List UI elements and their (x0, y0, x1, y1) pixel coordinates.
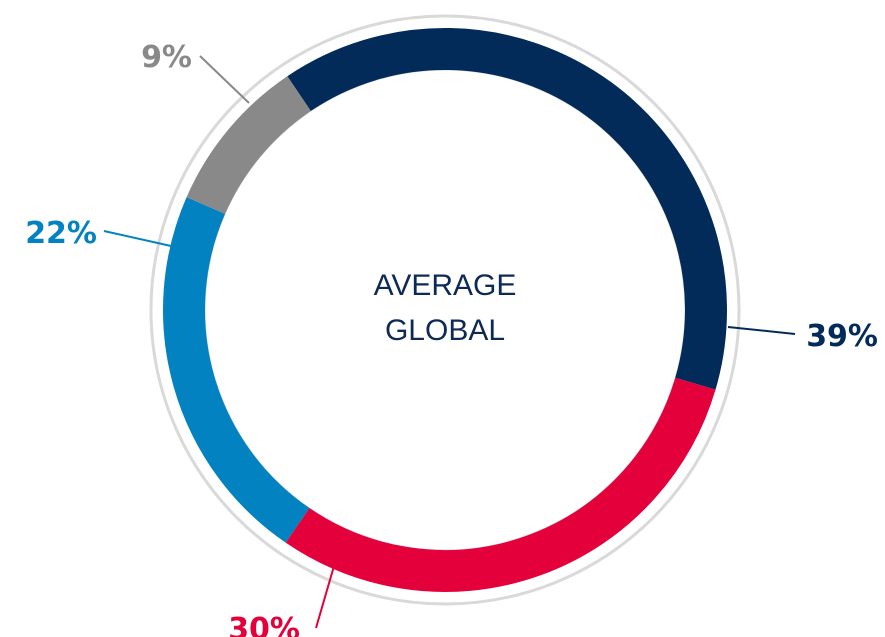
value-label-3: 22% (25, 216, 97, 251)
value-label-4: 9% (141, 40, 192, 75)
donut-slice-4 (186, 76, 312, 215)
donut-slices (163, 28, 727, 592)
leader-line-2 (315, 541, 342, 629)
leader-lines (103, 55, 796, 629)
value-labels: 39% 30% 22% 9% (25, 40, 878, 637)
value-label-1: 39% (806, 319, 878, 354)
inner-ring (202, 67, 688, 553)
leader-line-4 (199, 55, 250, 104)
center-label-line-2: GLOBAL (385, 314, 505, 347)
value-label-2: 30% (228, 612, 300, 637)
leader-line-1 (727, 326, 796, 335)
donut-slice-1 (287, 28, 727, 390)
donut-slice-2 (285, 377, 716, 592)
center-label-line-1: AVERAGE (374, 269, 517, 302)
donut-slice-3 (163, 197, 310, 543)
leader-line-3 (103, 230, 172, 247)
outer-ring (149, 14, 741, 606)
